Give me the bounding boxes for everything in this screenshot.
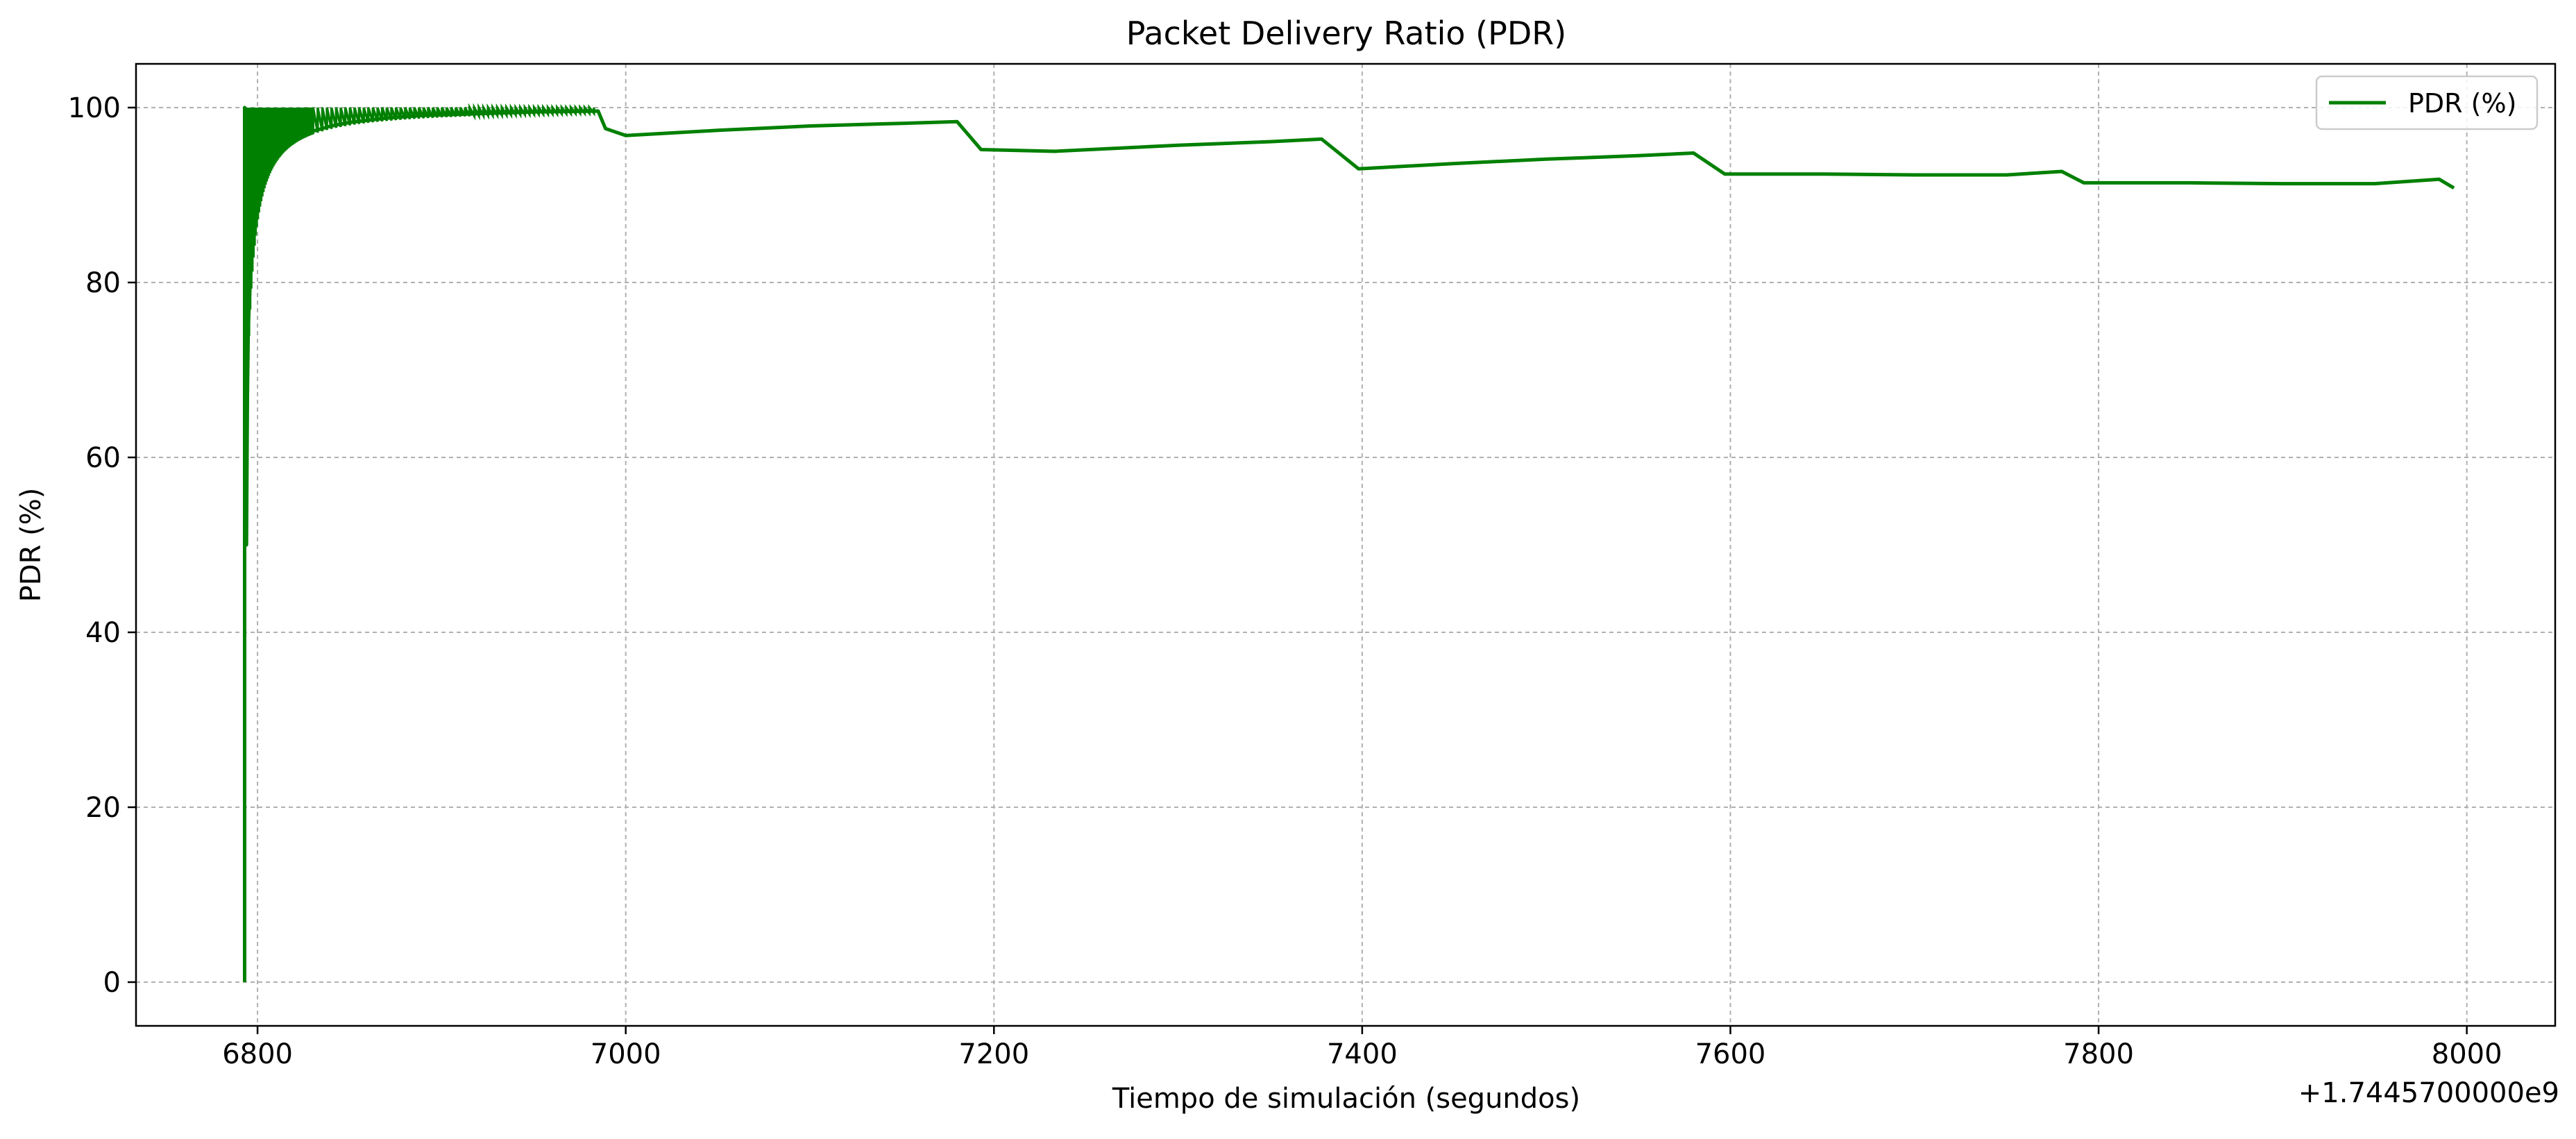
legend-label-pdr: PDR (%) — [2408, 88, 2516, 119]
x-tick-label: 7600 — [1695, 1038, 1766, 1070]
y-tick-label: 60 — [85, 442, 121, 474]
data-series — [243, 103, 2455, 982]
x-tick-label: 7800 — [2063, 1038, 2134, 1070]
x-axis-label: Tiempo de simulación (segundos) — [1112, 1083, 1580, 1115]
axes-frame — [135, 62, 2557, 1027]
y-axis-label: PDR (%) — [15, 488, 47, 602]
x-tick-label: 6800 — [222, 1038, 293, 1070]
x-axis-offset-label: +1.7445700000e9 — [2298, 1077, 2559, 1109]
series-oscillation-band — [243, 103, 595, 585]
y-tick-label: 20 — [85, 792, 121, 824]
legend: PDR (%) — [2315, 75, 2539, 130]
x-tick-label: 8000 — [2432, 1038, 2502, 1070]
y-tick-label: 40 — [85, 617, 121, 649]
y-tick-label: 0 — [103, 967, 121, 999]
x-tick-label: 7400 — [1327, 1038, 1398, 1070]
y-tick-label: 80 — [85, 267, 121, 299]
grid-lines — [136, 64, 2555, 1026]
chart-title: Packet Delivery Ratio (PDR) — [1126, 15, 1566, 52]
legend-box — [2315, 75, 2539, 130]
axis-ticks: 6800 7000 7200 7400 7600 7800 8000 0 20 40 60 80 100 — [68, 92, 2502, 1070]
y-tick-label: 100 — [68, 92, 121, 124]
x-tick-label: 7200 — [958, 1038, 1029, 1070]
x-tick-label: 7000 — [591, 1038, 661, 1070]
